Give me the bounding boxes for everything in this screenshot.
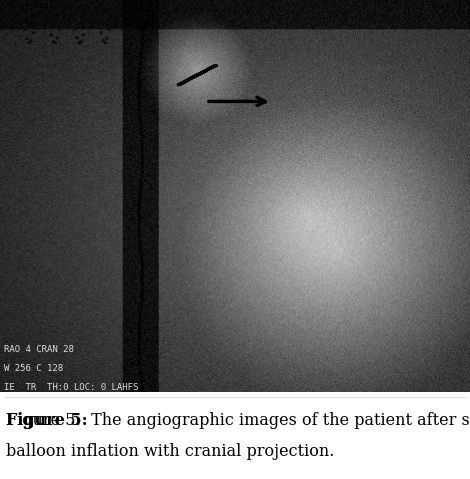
Text: Figure 5:: Figure 5: bbox=[6, 412, 87, 429]
Text: RAO 4 CRAN 28: RAO 4 CRAN 28 bbox=[4, 345, 74, 354]
Text: W 256 C 128: W 256 C 128 bbox=[4, 364, 63, 373]
Text: Figure 5:  The angiographic images of the patient after second: Figure 5: The angiographic images of the… bbox=[6, 412, 470, 429]
Text: IE  TR  TH:0 LOC: 0 LAHFS: IE TR TH:0 LOC: 0 LAHFS bbox=[4, 383, 138, 392]
Text: balloon inflation with cranial projection.: balloon inflation with cranial projectio… bbox=[6, 443, 334, 460]
